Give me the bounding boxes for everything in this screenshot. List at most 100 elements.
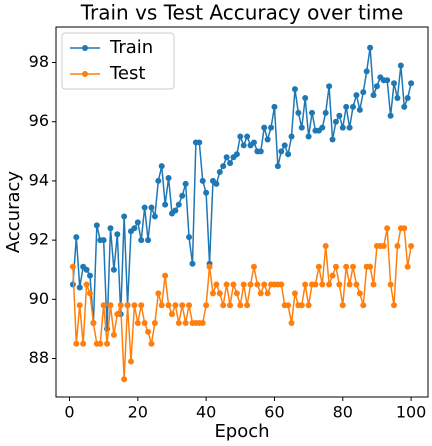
point: [278, 148, 285, 155]
point: [387, 281, 394, 288]
point: [302, 281, 309, 288]
point: [179, 302, 186, 309]
x-tick-label: 60: [264, 403, 284, 422]
point: [165, 174, 172, 181]
point: [158, 302, 165, 309]
point: [295, 109, 302, 116]
point: [288, 133, 295, 140]
point: [281, 142, 288, 149]
point: [83, 266, 90, 273]
point: [268, 124, 275, 131]
point: [121, 376, 128, 383]
y-tick-label: 98: [29, 52, 49, 71]
point: [387, 112, 394, 119]
point: [203, 189, 210, 196]
point: [254, 281, 261, 288]
point: [216, 290, 223, 297]
point: [158, 163, 165, 170]
point: [298, 124, 305, 131]
point: [199, 177, 206, 184]
point: [298, 302, 305, 309]
point: [332, 263, 339, 270]
point: [73, 340, 80, 347]
x-tick-label: 100: [396, 403, 427, 422]
chart-title: Train vs Test Accuracy over time: [80, 1, 404, 25]
point: [213, 281, 220, 288]
point: [291, 290, 298, 297]
point: [360, 302, 367, 309]
point: [367, 263, 374, 270]
y-tick-label: 88: [29, 348, 49, 367]
point: [199, 320, 206, 326]
point: [223, 154, 230, 161]
x-tick-label: 40: [196, 403, 216, 422]
point: [233, 151, 240, 158]
legend-label: Train: [109, 37, 153, 58]
point: [155, 290, 162, 297]
point: [257, 290, 264, 297]
point: [83, 281, 90, 288]
point: [408, 80, 415, 87]
point: [104, 340, 111, 347]
point: [114, 231, 121, 238]
point: [322, 243, 329, 250]
x-axis-label: Epoch: [214, 421, 269, 442]
point: [141, 320, 148, 326]
point: [367, 44, 374, 51]
point: [86, 290, 93, 297]
point: [315, 263, 322, 270]
point: [175, 320, 182, 326]
point: [250, 139, 257, 146]
y-tick-label: 94: [29, 170, 49, 189]
x-tick-label: 80: [333, 403, 353, 422]
point: [288, 320, 295, 326]
point: [131, 225, 138, 232]
point: [151, 320, 158, 326]
legend-box: [61, 32, 175, 90]
point: [182, 180, 189, 187]
point: [73, 234, 80, 241]
point: [80, 340, 87, 347]
point: [309, 109, 316, 116]
point: [138, 237, 145, 244]
point: [189, 260, 196, 267]
point: [343, 103, 350, 110]
point: [100, 302, 107, 309]
point: [329, 136, 336, 143]
point: [247, 281, 254, 288]
point: [391, 80, 398, 87]
point: [110, 331, 117, 338]
point: [384, 225, 391, 232]
point: [127, 358, 134, 365]
point: [186, 302, 193, 309]
point: [237, 133, 244, 140]
point: [346, 124, 353, 131]
point: [90, 320, 97, 326]
point: [240, 281, 247, 288]
point: [76, 284, 83, 291]
point: [373, 83, 380, 90]
point: [285, 151, 292, 158]
point: [179, 192, 186, 199]
point: [107, 302, 114, 309]
point: [353, 281, 360, 288]
point: [360, 89, 367, 96]
point: [141, 204, 148, 211]
y-axis-label: Accuracy: [3, 171, 24, 254]
point: [305, 133, 312, 140]
point: [401, 103, 408, 110]
point: [100, 237, 107, 244]
point: [332, 118, 339, 125]
point: [274, 163, 281, 170]
point: [350, 103, 357, 110]
y-tick-label: 96: [29, 111, 49, 130]
y-tick-label: 92: [29, 230, 49, 249]
point: [155, 177, 162, 184]
point: [319, 281, 326, 288]
point: [278, 281, 285, 288]
point: [203, 302, 210, 309]
point: [162, 272, 169, 279]
point: [107, 225, 114, 232]
point: [370, 281, 377, 288]
point: [69, 263, 76, 270]
